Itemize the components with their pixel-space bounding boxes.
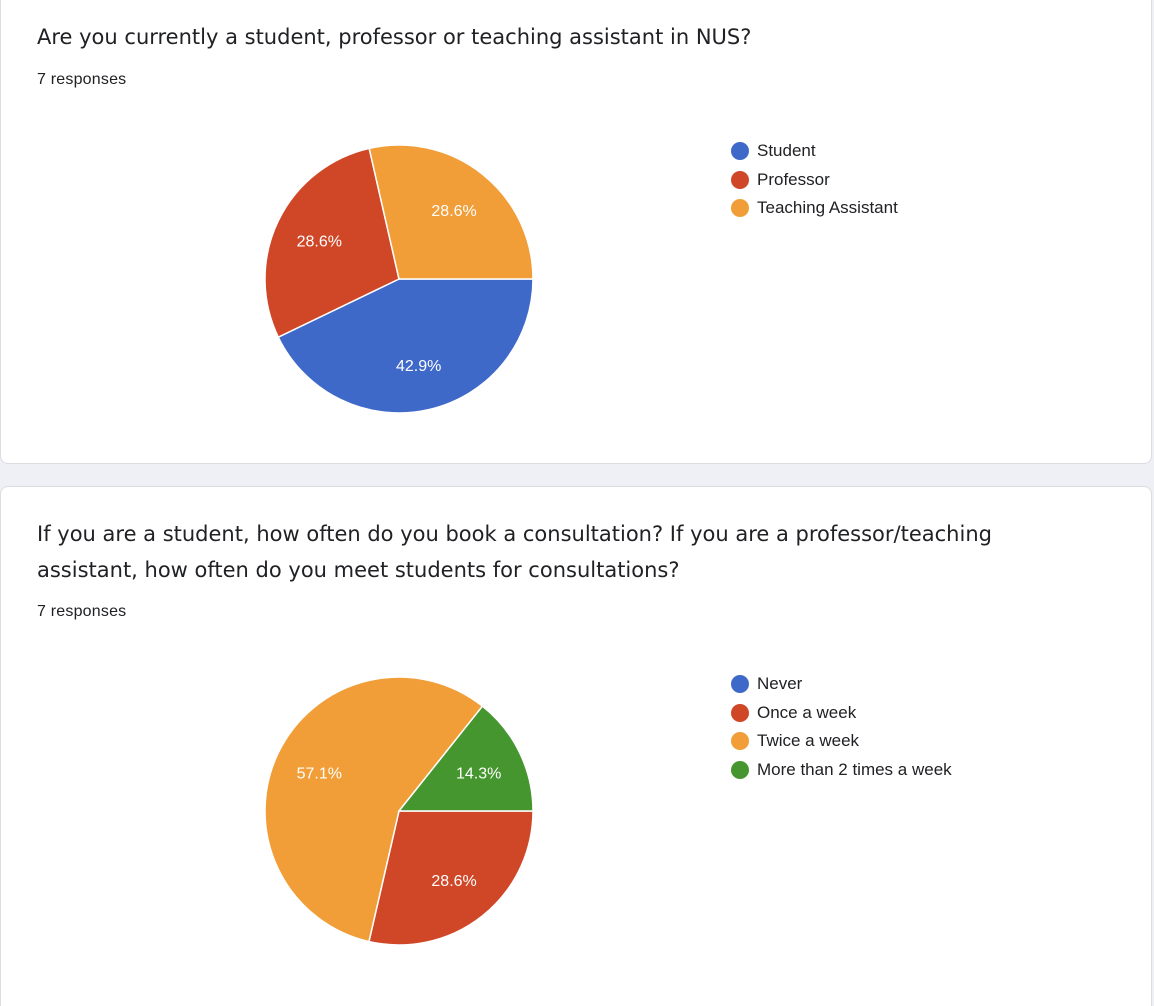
legend-label-twice-a-week: Twice a week [757, 731, 860, 751]
legend-swatch-never [731, 675, 749, 694]
response-count-2: 7 responses [37, 603, 127, 620]
pie-slice-teaching-assistant [368, 144, 534, 280]
legend-label-never: Never [757, 674, 803, 694]
slice-label-teaching-assistant: 28.6% [431, 203, 476, 220]
question-title-1: Are you currently a student, professor o… [37, 25, 752, 49]
legend-item-more-than-2-times-a-week: More than 2 times a week [731, 756, 952, 785]
pie-slice-once-a-week [368, 810, 534, 946]
legend-swatch-student [731, 142, 749, 161]
pie-chart-2: 28.6% 57.1% 14.3% [264, 676, 534, 946]
legend-item-student: Student [731, 137, 898, 166]
legend-item-teaching-assistant: Teaching Assistant [731, 194, 898, 223]
legend-label-more-than-2-times-a-week: More than 2 times a week [757, 760, 952, 780]
legend-item-never: Never [731, 670, 952, 699]
legend-label-professor: Professor [757, 169, 830, 189]
legend-swatch-twice-a-week [731, 732, 749, 751]
slice-label-once-a-week: 28.6% [431, 873, 476, 890]
legend-swatch-more-than-2-times-a-week [731, 761, 749, 780]
pie-chart-1: 42.9% 28.6% 28.6% [264, 144, 534, 414]
legend-label-once-a-week: Once a week [757, 702, 857, 722]
question-title-2: If you are a student, how often do you b… [37, 522, 992, 582]
legend-2: Never Once a week Twice a week More than 2 … [731, 670, 952, 784]
response-count-1: 7 responses [37, 71, 127, 88]
slice-label-more-than-2-times-a-week: 14.3% [456, 766, 501, 783]
pie-slice-professor [264, 147, 400, 339]
slice-label-twice-a-week: 57.1% [297, 766, 342, 783]
pie-slice-student [277, 278, 534, 414]
slice-label-professor: 28.6% [297, 234, 342, 251]
legend-1: Student Professor Teaching Assistant [731, 137, 898, 223]
question-card-1: Are you currently a student, professor o… [0, 0, 1152, 464]
question-card-2: If you are a student, how often do you b… [0, 486, 1152, 1006]
legend-item-professor: Professor [731, 166, 898, 195]
legend-swatch-professor [731, 170, 749, 189]
legend-item-once-a-week: Once a week [731, 699, 952, 728]
legend-swatch-teaching-assistant [731, 199, 749, 218]
pie-slice-twice-a-week [264, 676, 484, 943]
pie-slice-more-than-2-times-a-week [397, 705, 534, 812]
legend-label-teaching-assistant: Teaching Assistant [757, 198, 898, 218]
legend-label-student: Student [757, 141, 816, 161]
slice-label-student: 42.9% [396, 358, 441, 375]
legend-swatch-once-a-week [731, 703, 749, 722]
legend-item-twice-a-week: Twice a week [731, 727, 952, 756]
